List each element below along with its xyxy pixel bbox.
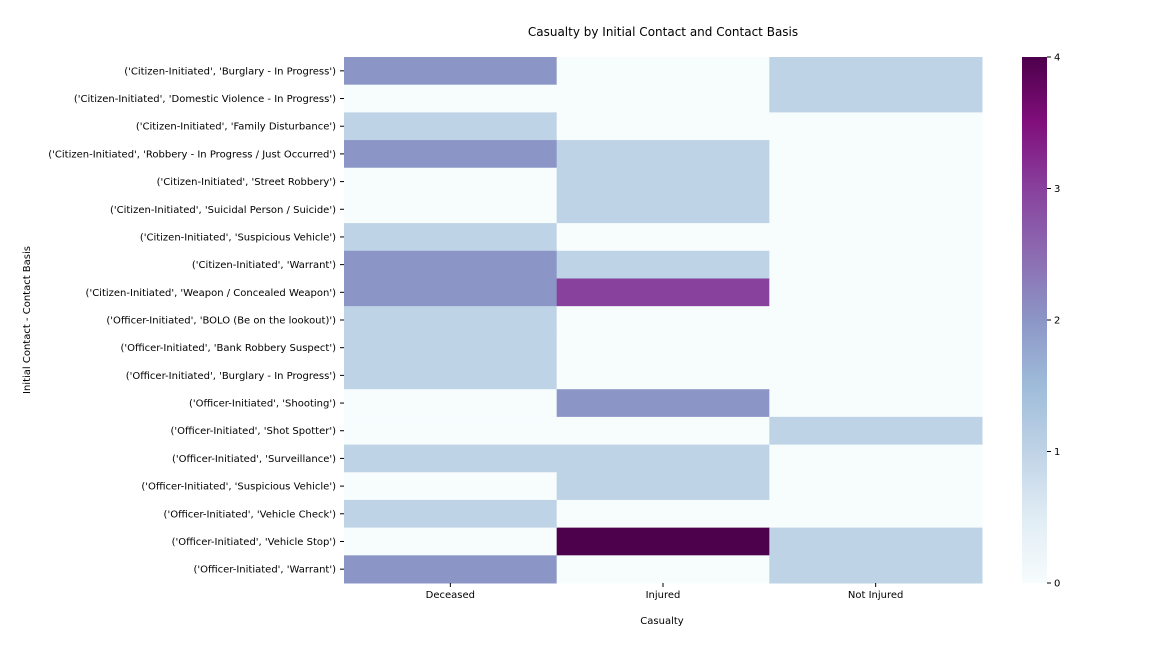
heatmap-cell bbox=[344, 306, 558, 335]
heatmap-cell bbox=[556, 361, 770, 390]
heatmap-cell bbox=[344, 140, 558, 169]
colorbar-tick-label: 3 bbox=[1054, 184, 1060, 195]
x-tick-label: Not Injured bbox=[848, 590, 904, 601]
heatmap-cell bbox=[344, 195, 558, 224]
heatmap-cell bbox=[556, 555, 770, 584]
heatmap-cell bbox=[556, 112, 770, 141]
heatmap-cell bbox=[769, 223, 983, 252]
y-tick-label: ('Officer-Initiated', 'Shooting') bbox=[189, 399, 336, 410]
heatmap-cell bbox=[556, 389, 770, 418]
heatmap-cell bbox=[769, 472, 983, 501]
heatmap-cell bbox=[769, 278, 983, 307]
heatmap-cell bbox=[769, 555, 983, 584]
heatmap-cell bbox=[344, 333, 558, 363]
heatmap-cell bbox=[769, 361, 983, 390]
heatmap-cell bbox=[344, 167, 558, 196]
heatmap-cell bbox=[556, 278, 770, 307]
colorbar bbox=[1022, 57, 1047, 583]
heatmap-cell bbox=[556, 250, 770, 279]
y-tick-label: ('Citizen-Initiated', 'Suspicious Vehicl… bbox=[140, 232, 336, 243]
y-tick-label: ('Citizen-Initiated', 'Weapon / Conceale… bbox=[86, 288, 337, 299]
colorbar-tick-label: 1 bbox=[1054, 447, 1060, 458]
y-tick-label: ('Citizen-Initiated', 'Domestic Violence… bbox=[74, 94, 336, 105]
heatmap-cell bbox=[344, 555, 558, 584]
heatmap-cell bbox=[769, 416, 983, 446]
heatmap-cell bbox=[556, 444, 770, 473]
heatmap-cell bbox=[344, 112, 558, 141]
heatmap-cell bbox=[556, 472, 770, 501]
heatmap-cell bbox=[556, 140, 770, 169]
heatmap-cell bbox=[769, 84, 983, 113]
heatmap-cell bbox=[769, 112, 983, 141]
heatmap-cell bbox=[769, 499, 983, 529]
heatmap-cell bbox=[769, 333, 983, 363]
heatmap-cell bbox=[344, 57, 558, 86]
y-tick-label: ('Citizen-Initiated', 'Warrant') bbox=[192, 260, 336, 271]
heatmap-cell bbox=[344, 278, 558, 307]
heatmap-cell bbox=[344, 472, 558, 501]
heatmap-cell bbox=[769, 195, 983, 224]
heatmap-cell bbox=[344, 250, 558, 279]
y-axis-ticks: ('Citizen-Initiated', 'Burglary - In Pro… bbox=[48, 66, 344, 576]
y-tick-label: ('Officer-Initiated', 'Bank Robbery Susp… bbox=[120, 343, 336, 354]
x-tick-label: Injured bbox=[646, 590, 681, 601]
heatmap-cell bbox=[769, 167, 983, 196]
y-tick-label: ('Officer-Initiated', 'Shot Spotter') bbox=[170, 426, 336, 437]
heatmap-cell bbox=[556, 57, 770, 86]
heatmap-cell bbox=[769, 527, 983, 556]
heatmap-cell bbox=[344, 499, 558, 529]
heatmap-cell bbox=[556, 223, 770, 252]
heatmap-cell bbox=[769, 444, 983, 473]
heatmap-cells bbox=[344, 57, 983, 584]
heatmap-cell bbox=[769, 57, 983, 86]
x-axis-label: Casualty bbox=[640, 616, 683, 627]
heatmap-cell bbox=[556, 527, 770, 556]
heatmap-cell bbox=[556, 306, 770, 335]
heatmap-cell bbox=[556, 195, 770, 224]
y-tick-label: ('Officer-Initiated', 'Vehicle Check') bbox=[164, 509, 337, 520]
colorbar-tick-label: 4 bbox=[1054, 53, 1060, 64]
y-tick-label: ('Officer-Initiated', 'Suspicious Vehicl… bbox=[141, 482, 336, 493]
y-tick-label: ('Officer-Initiated', 'Surveillance') bbox=[172, 454, 336, 465]
x-axis-ticks: Deceased Injured Not Injured bbox=[426, 583, 904, 601]
heatmap-cell bbox=[344, 361, 558, 390]
chart-title: Casualty by Initial Contact and Contact … bbox=[528, 25, 798, 39]
heatmap-cell bbox=[769, 140, 983, 169]
heatmap-cell bbox=[344, 84, 558, 113]
heatmap-cell bbox=[556, 499, 770, 529]
y-tick-label: ('Citizen-Initiated', 'Robbery - In Prog… bbox=[48, 149, 336, 160]
heatmap-cell bbox=[344, 223, 558, 252]
heatmap-cell bbox=[556, 167, 770, 196]
y-tick-label: ('Officer-Initiated', 'Warrant') bbox=[193, 565, 336, 576]
y-tick-label: ('Citizen-Initiated', 'Street Robbery') bbox=[157, 177, 336, 188]
heatmap-cell bbox=[769, 250, 983, 279]
y-tick-label: ('Citizen-Initiated', 'Family Disturbanc… bbox=[136, 122, 336, 133]
heatmap-cell bbox=[769, 306, 983, 335]
heatmap-cell bbox=[556, 333, 770, 363]
y-tick-label: ('Officer-Initiated', 'BOLO (Be on the l… bbox=[106, 316, 336, 327]
colorbar-ticks: 0 1 2 3 4 bbox=[1047, 53, 1060, 590]
y-tick-label: ('Citizen-Initiated', 'Suicidal Person /… bbox=[110, 205, 336, 216]
y-tick-label: ('Citizen-Initiated', 'Burglary - In Pro… bbox=[124, 66, 336, 77]
colorbar-tick-label: 2 bbox=[1054, 316, 1060, 327]
x-tick-label: Deceased bbox=[426, 590, 475, 601]
heatmap-cell bbox=[344, 389, 558, 418]
heatmap-cell bbox=[344, 444, 558, 473]
heatmap-cell bbox=[556, 416, 770, 446]
y-axis-label: Initial Contact - Contact Basis bbox=[22, 246, 33, 394]
heatmap-cell bbox=[769, 389, 983, 418]
heatmap-cell bbox=[344, 416, 558, 446]
heatmap-cell bbox=[344, 527, 558, 556]
y-tick-label: ('Officer-Initiated', 'Burglary - In Pro… bbox=[126, 371, 336, 382]
heatmap-cell bbox=[556, 84, 770, 113]
y-tick-label: ('Officer-Initiated', 'Vehicle Stop') bbox=[172, 537, 337, 548]
colorbar-tick-label: 0 bbox=[1054, 579, 1060, 590]
